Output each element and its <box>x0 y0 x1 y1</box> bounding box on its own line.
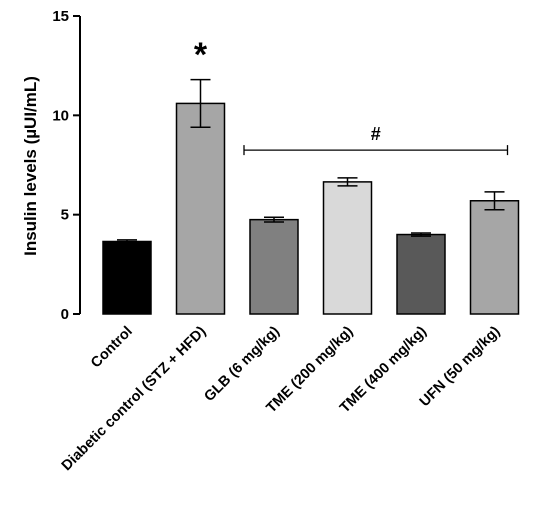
annotations: *# <box>194 36 509 156</box>
y-tick-label: 5 <box>61 207 69 224</box>
error-bars <box>117 78 505 244</box>
y-axis-title: Insulin levels (µUI/mL) <box>21 76 40 256</box>
significance-hash: # <box>371 124 381 144</box>
x-tick-label: Control <box>88 324 136 372</box>
x-tick-label: GLB (6 mg/kg) <box>201 323 282 404</box>
y-tick-label: 0 <box>61 306 69 323</box>
y-tick-label: 15 <box>52 8 69 25</box>
significance-asterisk: * <box>194 36 208 74</box>
x-tick-label: UFN (50 mg/kg) <box>417 323 504 410</box>
bar <box>469 200 520 315</box>
bar <box>102 240 152 315</box>
bar <box>322 181 373 315</box>
bar <box>175 102 226 315</box>
bar <box>249 218 299 315</box>
x-tick-label: Diabetic control (STZ + HFD) <box>59 323 210 474</box>
bar <box>396 233 446 315</box>
y-tick-label: 10 <box>52 107 69 124</box>
bars <box>102 102 520 315</box>
y-ticks: 0 5 10 15 <box>52 8 80 323</box>
